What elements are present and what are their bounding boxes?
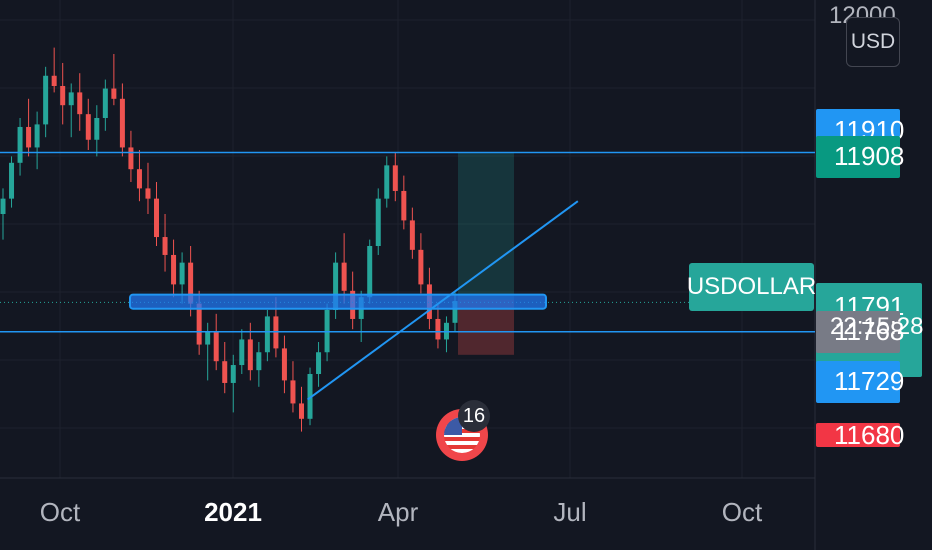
candle-body-35 bbox=[298, 403, 304, 419]
candle-body-37 bbox=[316, 352, 322, 374]
candle-body-2 bbox=[17, 126, 23, 163]
position-target-zone bbox=[458, 152, 514, 300]
candle-body-22 bbox=[188, 262, 194, 304]
candle-body-26 bbox=[222, 361, 228, 383]
candle-body-34 bbox=[290, 380, 296, 404]
candle-body-29 bbox=[247, 339, 253, 371]
candle-body-0 bbox=[0, 198, 6, 214]
candle-body-53 bbox=[452, 301, 458, 323]
candle-body-43 bbox=[367, 246, 373, 298]
price-tag-11680: 11680 bbox=[816, 420, 904, 450]
candle-body-7 bbox=[60, 86, 66, 106]
event-count-badge: 16 bbox=[458, 400, 490, 432]
candle-body-12 bbox=[102, 88, 108, 118]
x-tick-label-1: 2021 bbox=[204, 497, 262, 527]
candle-body-27 bbox=[230, 365, 236, 383]
candle-body-36 bbox=[307, 374, 313, 419]
trend-line bbox=[306, 200, 579, 401]
candle-body-24 bbox=[205, 331, 211, 345]
candle-body-11 bbox=[94, 118, 100, 140]
candle-body-20 bbox=[171, 254, 177, 285]
price-tag-11768: 11768 bbox=[816, 310, 904, 353]
candle-body-23 bbox=[196, 303, 202, 345]
x-tick-label-3: Jul bbox=[553, 497, 587, 527]
candle-body-15 bbox=[128, 147, 134, 170]
candle-body-16 bbox=[136, 169, 142, 189]
bar-countdown: 22:15:28 bbox=[830, 313, 924, 340]
x-tick-label-2: Apr bbox=[377, 497, 419, 527]
candle-body-8 bbox=[68, 92, 74, 106]
candle-body-1 bbox=[9, 162, 15, 199]
candle-body-25 bbox=[213, 331, 219, 362]
candle-body-33 bbox=[281, 348, 287, 381]
candle-body-21 bbox=[179, 262, 185, 285]
candle-body-48 bbox=[409, 220, 415, 250]
x-tick-label-4: Oct bbox=[721, 497, 763, 527]
currency-button[interactable]: USD bbox=[846, 17, 900, 67]
candle-body-13 bbox=[111, 88, 117, 99]
candle-body-10 bbox=[85, 114, 91, 140]
price-tag-11729: 11729 bbox=[816, 360, 904, 403]
candle-body-18 bbox=[154, 198, 160, 238]
candle-body-4 bbox=[34, 124, 40, 148]
symbol-label: USDOLLAR bbox=[687, 263, 816, 311]
candle-body-39 bbox=[333, 262, 339, 310]
candle-body-44 bbox=[375, 198, 381, 246]
candle-body-46 bbox=[392, 165, 398, 191]
candle-body-49 bbox=[418, 249, 424, 285]
candle-body-51 bbox=[435, 318, 441, 340]
candle-body-45 bbox=[384, 165, 390, 199]
candle-body-5 bbox=[43, 75, 49, 125]
candle-body-6 bbox=[51, 75, 57, 86]
candle-body-9 bbox=[77, 92, 83, 115]
candle-body-28 bbox=[239, 339, 245, 366]
candle-body-17 bbox=[145, 188, 151, 199]
candle-body-31 bbox=[264, 316, 270, 353]
candle-body-40 bbox=[341, 262, 347, 291]
support-zone-rect bbox=[129, 293, 547, 310]
candle-body-3 bbox=[26, 126, 32, 148]
candle-body-14 bbox=[119, 98, 125, 148]
price-tag-11908: 11908 bbox=[816, 135, 904, 178]
candle-body-19 bbox=[162, 237, 168, 255]
x-tick-label-0: Oct bbox=[39, 497, 81, 527]
candle-body-47 bbox=[401, 190, 407, 221]
candle-body-30 bbox=[256, 352, 262, 371]
